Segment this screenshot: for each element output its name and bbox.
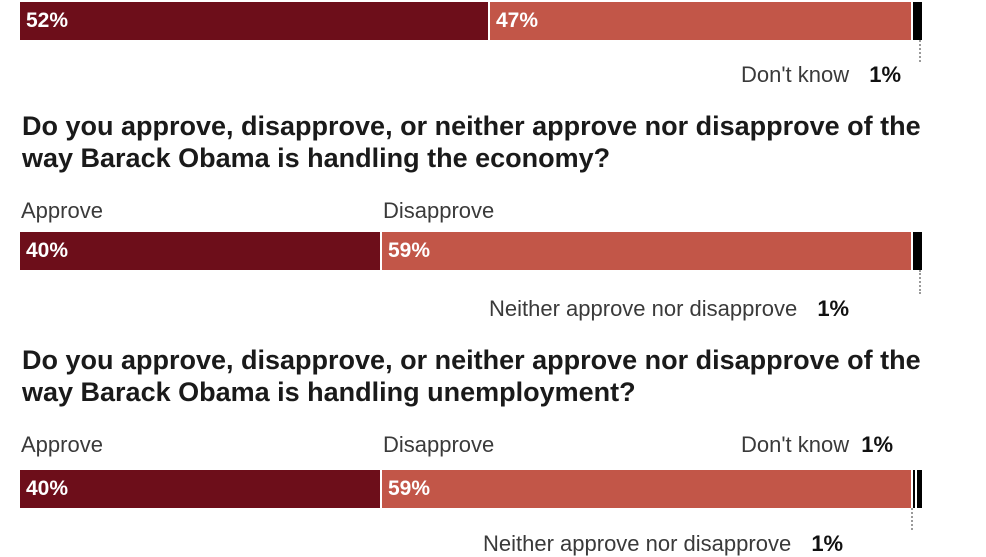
chart-3-dont-know-pct: 1% <box>861 432 894 457</box>
chart-1-disapprove-bar: 47% <box>488 2 911 40</box>
chart-1-disapprove-pct: 47% <box>496 9 539 32</box>
chart-2-disapprove-bar: 59% <box>380 232 911 270</box>
chart-3-leader-line <box>911 508 913 530</box>
chart-3-approve-pct: 40% <box>26 477 69 500</box>
chart-1-bar: 52% 47% <box>20 2 922 40</box>
chart-2-bar: 40% 59% <box>20 232 922 270</box>
chart-2-neither-label: Neither approve nor disapprove <box>489 296 798 321</box>
chart-2-approve-label: Approve <box>21 198 103 223</box>
chart-3-disapprove-pct: 59% <box>388 477 431 500</box>
chart-1-approve-pct: 52% <box>26 9 69 32</box>
chart-3-disapprove-label: Disapprove <box>383 432 495 457</box>
chart-2-disapprove-pct: 59% <box>388 239 431 262</box>
chart-2-question: Do you approve, disapprove, or neither a… <box>22 111 921 173</box>
chart-1-dont-know-bar <box>911 2 922 40</box>
chart-1-approve-bar: 52% <box>20 2 488 40</box>
chart-2-approve-pct: 40% <box>26 239 69 262</box>
chart-1-dont-know-label: Don't know <box>741 62 850 87</box>
chart-2-neither-pct: 1% <box>817 296 850 321</box>
chart-2-disapprove-label: Disapprove <box>383 198 495 223</box>
chart-3-bar: 40% 59% <box>20 470 922 508</box>
chart-3-question: Do you approve, disapprove, or neither a… <box>22 345 921 407</box>
chart-2-neither-bar <box>911 232 922 270</box>
chart-2-neither-note: Neither approve nor disapprove 1% <box>489 296 849 322</box>
chart-1-dont-know-pct: 1% <box>869 62 902 87</box>
chart-3-dont-know-label: Don't know <box>741 432 850 457</box>
chart-3-neither-bar <box>915 470 922 508</box>
chart-3-approve-label: Approve <box>21 432 103 457</box>
chart-3-neither-label: Neither approve nor disapprove <box>483 531 792 556</box>
chart-3-neither-note: Neither approve nor disapprove 1% <box>483 531 843 557</box>
chart-3-neither-pct: 1% <box>811 531 844 556</box>
chart-3-dont-know-bar <box>911 470 917 508</box>
chart-3-disapprove-bar: 59% <box>380 470 911 508</box>
chart-1-dont-know-note: Don't know 1% <box>741 62 901 88</box>
chart-1-leader-line <box>919 40 921 62</box>
chart-2-leader-line <box>919 270 921 294</box>
chart-3-approve-bar: 40% <box>20 470 380 508</box>
chart-3-dont-know-note: Don't know 1% <box>741 432 893 458</box>
chart-2-approve-bar: 40% <box>20 232 380 270</box>
